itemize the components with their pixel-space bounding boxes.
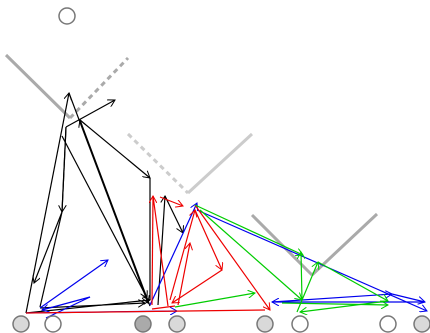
node-bottom-5 — [256, 315, 274, 333]
edge-black — [61, 135, 147, 298]
node-bottom-2 — [44, 315, 62, 333]
guide-line — [310, 212, 379, 277]
edge-red — [194, 204, 270, 310]
edge-red — [159, 196, 183, 206]
edge-red — [152, 196, 153, 306]
edge-blue — [42, 296, 91, 310]
edge-blue — [39, 260, 108, 309]
edge-red — [177, 243, 190, 306]
edge-blue — [271, 294, 392, 303]
edge-blue — [391, 293, 425, 302]
edge-blue — [149, 203, 197, 306]
edge-black — [164, 195, 183, 233]
edge-blue — [196, 209, 427, 311]
edge-green — [174, 293, 255, 308]
edge-black — [68, 92, 148, 303]
edge-green — [194, 204, 303, 255]
node-bottom-4 — [168, 315, 186, 333]
edge-black — [79, 119, 150, 178]
edge-green — [199, 209, 302, 300]
edge-red — [169, 210, 195, 301]
edge-black — [157, 196, 165, 306]
edges-red — [25, 195, 270, 314]
edge-black — [39, 211, 63, 308]
edges-blue — [25, 203, 427, 319]
guide-line — [186, 132, 254, 195]
node-bottom-6 — [291, 315, 309, 333]
edge-green — [300, 300, 389, 312]
edges-black — [25, 92, 183, 314]
edges-green — [174, 204, 389, 312]
edge-green — [301, 252, 302, 301]
guide-line-dashed — [126, 132, 190, 195]
edge-red — [152, 195, 169, 307]
edge-black — [65, 100, 115, 128]
guide-line — [4, 53, 72, 120]
edge-black — [34, 211, 63, 283]
node-bottom-7 — [379, 315, 397, 333]
node-top — [58, 7, 76, 25]
edge-red — [194, 209, 222, 270]
edge-green — [281, 303, 388, 305]
edge-red — [25, 309, 266, 314]
edge-blue — [45, 296, 91, 319]
guide-lines — [4, 53, 379, 277]
edge-black — [39, 303, 145, 309]
edge-red — [172, 269, 223, 303]
nodes — [12, 7, 430, 333]
edge-green — [317, 261, 388, 301]
edge-black — [80, 120, 151, 307]
node-bottom-1 — [12, 315, 30, 333]
edge-red — [151, 305, 176, 310]
node-bottom-8 — [413, 315, 430, 333]
guide-line-dashed — [68, 56, 130, 120]
node-bottom-3 — [134, 315, 152, 333]
